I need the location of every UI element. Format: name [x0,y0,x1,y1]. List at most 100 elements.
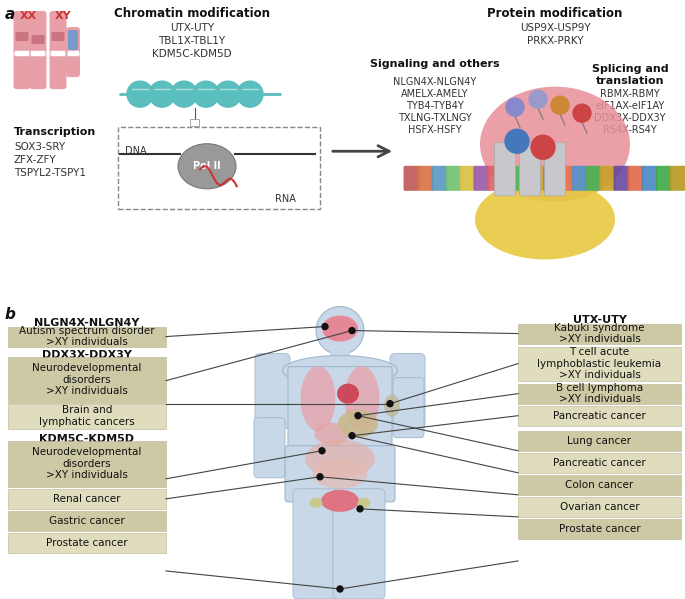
Ellipse shape [475,179,615,259]
Ellipse shape [322,316,358,341]
Circle shape [149,81,175,107]
FancyBboxPatch shape [656,166,671,191]
Text: Colon cancer: Colon cancer [565,480,634,490]
Text: Ovarian cancer: Ovarian cancer [560,502,639,512]
Ellipse shape [305,440,375,478]
FancyBboxPatch shape [51,32,64,41]
FancyBboxPatch shape [32,35,45,44]
Text: Splicing and
translation: Splicing and translation [592,64,669,86]
FancyBboxPatch shape [14,11,31,55]
Text: HSFX-HSFY: HSFX-HSFY [408,125,462,135]
Ellipse shape [312,459,367,489]
Text: B cell lymphoma
>XY individuals: B cell lymphoma >XY individuals [556,383,643,404]
Text: Neurodevelopmental
disorders
>XY individuals: Neurodevelopmental disorders >XY individ… [32,363,142,396]
Text: Prostate cancer: Prostate cancer [559,524,640,534]
FancyBboxPatch shape [8,326,166,347]
FancyBboxPatch shape [8,441,166,487]
Ellipse shape [338,410,378,438]
FancyBboxPatch shape [460,166,475,191]
Circle shape [317,474,323,480]
FancyBboxPatch shape [68,40,78,49]
Text: NLGN4X-NLGN4Y: NLGN4X-NLGN4Y [393,77,477,87]
FancyBboxPatch shape [518,475,681,495]
FancyBboxPatch shape [8,511,166,531]
Circle shape [529,90,547,108]
FancyBboxPatch shape [14,53,31,89]
Ellipse shape [282,356,397,386]
FancyBboxPatch shape [518,497,681,517]
Text: NLGN4X-NLGN4Y: NLGN4X-NLGN4Y [34,317,140,328]
FancyBboxPatch shape [16,32,29,41]
FancyBboxPatch shape [393,377,424,438]
FancyBboxPatch shape [518,406,681,426]
Text: eIF1AX-eIF1AY: eIF1AX-eIF1AY [554,434,645,444]
Circle shape [357,506,363,512]
Circle shape [551,96,569,114]
FancyBboxPatch shape [545,143,566,196]
FancyBboxPatch shape [255,353,290,429]
Text: Kabuki syndrome
>XY individuals: Kabuki syndrome >XY individuals [554,323,645,344]
FancyBboxPatch shape [8,404,166,429]
Ellipse shape [337,383,359,404]
Text: XY: XY [55,11,72,21]
Circle shape [349,432,355,438]
Text: Autism spectrum disorder
>XY individuals: Autism spectrum disorder >XY individuals [19,326,155,347]
Circle shape [193,81,219,107]
Text: Gastric cancer: Gastric cancer [49,516,125,526]
FancyBboxPatch shape [558,166,573,191]
FancyBboxPatch shape [390,353,425,429]
FancyBboxPatch shape [293,489,345,599]
Circle shape [387,401,393,407]
Ellipse shape [480,87,630,202]
Circle shape [322,323,328,329]
Text: DDX3X-DDX3Y: DDX3X-DDX3Y [42,350,132,359]
Text: SOX3-SRY: SOX3-SRY [14,142,65,152]
Circle shape [237,81,263,107]
Text: TYB4-TYB4Y: TYB4-TYB4Y [406,101,464,111]
FancyBboxPatch shape [432,166,447,191]
Text: Signaling and others: Signaling and others [370,59,500,69]
Text: b: b [5,307,16,322]
FancyBboxPatch shape [501,166,517,191]
Circle shape [505,129,529,153]
Ellipse shape [321,490,359,512]
Text: AMELX-AMELY: AMELX-AMELY [401,89,469,99]
Circle shape [215,81,241,107]
FancyBboxPatch shape [8,533,166,553]
Text: XX: XX [20,11,37,21]
Text: Neurodevelopmental
disorders
>XY individuals: Neurodevelopmental disorders >XY individ… [32,447,142,480]
Ellipse shape [384,395,400,417]
Text: Protein modification: Protein modification [487,7,623,20]
FancyBboxPatch shape [627,166,643,191]
Text: USP9X-USP9Y: USP9X-USP9Y [520,23,590,33]
Text: PRKX-PRKY: PRKX-PRKY [527,36,583,46]
Text: Transcription: Transcription [14,127,97,137]
Circle shape [531,135,555,159]
FancyBboxPatch shape [518,453,681,473]
FancyBboxPatch shape [518,431,681,451]
FancyBboxPatch shape [29,53,47,89]
FancyBboxPatch shape [614,166,630,191]
Text: KDM5C-KDM5D: KDM5C-KDM5D [152,49,232,59]
FancyBboxPatch shape [190,119,199,126]
FancyBboxPatch shape [68,30,78,50]
Text: Prostate cancer: Prostate cancer [46,538,128,548]
FancyBboxPatch shape [66,27,80,55]
FancyBboxPatch shape [530,166,545,191]
FancyBboxPatch shape [254,418,285,478]
Text: UTX-UTY: UTX-UTY [573,314,627,325]
FancyBboxPatch shape [333,489,385,599]
FancyBboxPatch shape [288,367,392,456]
Text: Renal cancer: Renal cancer [53,494,121,504]
Ellipse shape [345,366,379,431]
FancyBboxPatch shape [8,356,166,403]
Circle shape [349,328,355,334]
Circle shape [316,307,364,355]
Text: UTX-UTY: UTX-UTY [170,23,214,33]
FancyBboxPatch shape [518,347,681,380]
Circle shape [171,81,197,107]
FancyBboxPatch shape [518,519,681,539]
Text: TBL1X-TBL1Y: TBL1X-TBL1Y [158,36,225,46]
FancyBboxPatch shape [488,166,503,191]
Text: DNA: DNA [125,146,147,156]
